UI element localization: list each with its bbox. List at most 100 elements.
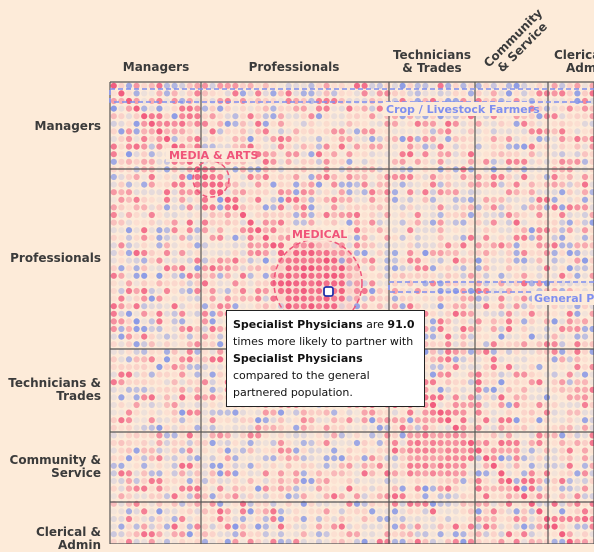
- heatmap-cell[interactable]: [590, 379, 594, 385]
- heatmap-cell[interactable]: [460, 242, 466, 248]
- heatmap-cell[interactable]: [286, 417, 292, 423]
- heatmap-cell[interactable]: [126, 341, 132, 347]
- heatmap-cell[interactable]: [149, 212, 155, 218]
- heatmap-cell[interactable]: [415, 531, 421, 537]
- heatmap-cell[interactable]: [164, 410, 170, 416]
- heatmap-cell[interactable]: [529, 159, 535, 165]
- heatmap-cell[interactable]: [536, 493, 542, 499]
- heatmap-cell[interactable]: [179, 189, 185, 195]
- heatmap-cell[interactable]: [552, 470, 558, 476]
- heatmap-cell[interactable]: [141, 220, 147, 226]
- heatmap-cell[interactable]: [514, 128, 520, 134]
- heatmap-cell[interactable]: [194, 182, 200, 188]
- heatmap-cell[interactable]: [156, 478, 162, 484]
- heatmap-cell[interactable]: [582, 425, 588, 431]
- heatmap-cell[interactable]: [460, 531, 466, 537]
- heatmap-cell[interactable]: [506, 159, 512, 165]
- heatmap-cell[interactable]: [574, 508, 580, 514]
- heatmap-cell[interactable]: [179, 136, 185, 142]
- heatmap-cell[interactable]: [552, 372, 558, 378]
- heatmap-cell[interactable]: [567, 197, 573, 203]
- heatmap-cell[interactable]: [278, 531, 284, 537]
- heatmap-cell[interactable]: [232, 113, 238, 119]
- heatmap-cell[interactable]: [476, 182, 482, 188]
- heatmap-cell[interactable]: [362, 182, 368, 188]
- heatmap-cell[interactable]: [339, 493, 345, 499]
- heatmap-cell[interactable]: [514, 189, 520, 195]
- heatmap-cell[interactable]: [544, 463, 550, 469]
- heatmap-cell[interactable]: [172, 440, 178, 446]
- heatmap-cell[interactable]: [126, 463, 132, 469]
- heatmap-cell[interactable]: [415, 296, 421, 302]
- heatmap-cell[interactable]: [506, 144, 512, 150]
- heatmap-cell[interactable]: [574, 311, 580, 317]
- heatmap-cell[interactable]: [301, 98, 307, 104]
- heatmap-cell[interactable]: [529, 265, 535, 271]
- heatmap-cell[interactable]: [567, 212, 573, 218]
- heatmap-cell[interactable]: [483, 182, 489, 188]
- heatmap-cell[interactable]: [331, 531, 337, 537]
- heatmap-cell[interactable]: [255, 478, 261, 484]
- heatmap-cell[interactable]: [179, 121, 185, 127]
- heatmap-cell[interactable]: [574, 106, 580, 112]
- heatmap-cell[interactable]: [240, 493, 246, 499]
- heatmap-cell[interactable]: [346, 128, 352, 134]
- heatmap-cell[interactable]: [544, 516, 550, 522]
- heatmap-cell[interactable]: [293, 455, 299, 461]
- heatmap-cell[interactable]: [559, 448, 565, 454]
- heatmap-cell[interactable]: [590, 90, 594, 96]
- heatmap-cell[interactable]: [202, 531, 208, 537]
- heatmap-cell[interactable]: [354, 531, 360, 537]
- heatmap-cell[interactable]: [476, 128, 482, 134]
- heatmap-cell[interactable]: [134, 448, 140, 454]
- heatmap-cell[interactable]: [354, 113, 360, 119]
- heatmap-cell[interactable]: [362, 121, 368, 127]
- heatmap-cell[interactable]: [164, 273, 170, 279]
- heatmap-cell[interactable]: [438, 516, 444, 522]
- heatmap-cell[interactable]: [468, 182, 474, 188]
- heatmap-cell[interactable]: [407, 174, 413, 180]
- heatmap-cell[interactable]: [263, 303, 269, 309]
- heatmap-cell[interactable]: [316, 144, 322, 150]
- heatmap-cell[interactable]: [491, 508, 497, 514]
- heatmap-cell[interactable]: [126, 83, 132, 89]
- heatmap-cell[interactable]: [453, 387, 459, 393]
- heatmap-cell[interactable]: [316, 470, 322, 476]
- heatmap-cell[interactable]: [164, 235, 170, 241]
- heatmap-cell[interactable]: [194, 432, 200, 438]
- heatmap-cell[interactable]: [377, 273, 383, 279]
- heatmap-cell[interactable]: [194, 220, 200, 226]
- heatmap-cell[interactable]: [415, 220, 421, 226]
- heatmap-cell[interactable]: [445, 311, 451, 317]
- heatmap-cell[interactable]: [232, 463, 238, 469]
- heatmap-cell[interactable]: [179, 425, 185, 431]
- heatmap-cell[interactable]: [377, 90, 383, 96]
- heatmap-cell[interactable]: [194, 90, 200, 96]
- heatmap-cell[interactable]: [134, 144, 140, 150]
- heatmap-cell[interactable]: [544, 364, 550, 370]
- heatmap-cell[interactable]: [445, 356, 451, 362]
- heatmap-cell[interactable]: [187, 516, 193, 522]
- heatmap-cell[interactable]: [438, 402, 444, 408]
- heatmap-cell[interactable]: [232, 242, 238, 248]
- heatmap-cell[interactable]: [316, 508, 322, 514]
- heatmap-cell[interactable]: [521, 531, 527, 537]
- heatmap-cell[interactable]: [301, 493, 307, 499]
- heatmap-cell[interactable]: [514, 432, 520, 438]
- heatmap-cell[interactable]: [225, 486, 231, 492]
- heatmap-cell[interactable]: [126, 364, 132, 370]
- heatmap-cell[interactable]: [476, 220, 482, 226]
- heatmap-cell[interactable]: [331, 463, 337, 469]
- heatmap-cell[interactable]: [316, 197, 322, 203]
- heatmap-cell[interactable]: [126, 410, 132, 416]
- heatmap-cell[interactable]: [590, 516, 594, 522]
- heatmap-cell[interactable]: [141, 432, 147, 438]
- heatmap-cell[interactable]: [255, 417, 261, 423]
- heatmap-cell[interactable]: [324, 440, 330, 446]
- heatmap-cell[interactable]: [354, 204, 360, 210]
- heatmap-cell[interactable]: [453, 303, 459, 309]
- heatmap-cell[interactable]: [316, 410, 322, 416]
- heatmap-cell[interactable]: [590, 508, 594, 514]
- heatmap-cell[interactable]: [574, 318, 580, 324]
- heatmap-cell[interactable]: [552, 478, 558, 484]
